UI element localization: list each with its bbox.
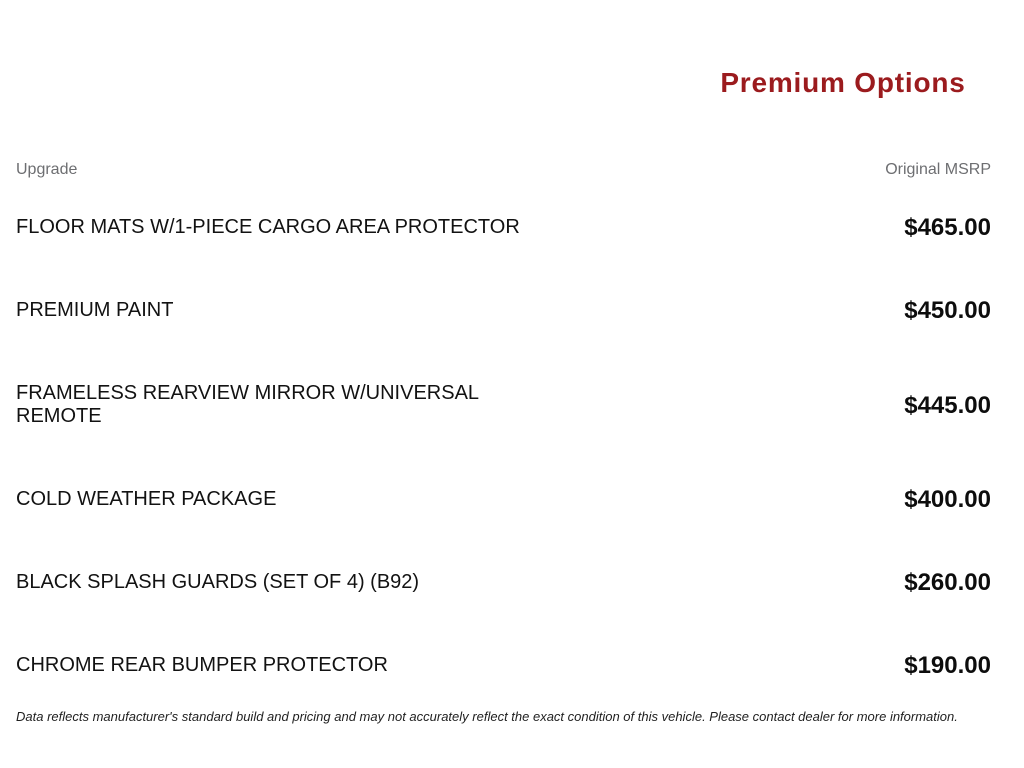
option-price: $450.00 xyxy=(904,297,991,324)
table-row: PREMIUM PAINT $450.00 xyxy=(16,269,991,352)
table-header-row: Upgrade Original MSRP xyxy=(16,161,991,179)
option-price: $445.00 xyxy=(904,391,991,419)
options-table: Upgrade Original MSRP FLOOR MATS W/1-PIE… xyxy=(16,161,991,707)
table-row: BLACK SPLASH GUARDS (SET OF 4) (B92) $26… xyxy=(16,541,991,624)
table-row: COLD WEATHER PACKAGE $400.00 xyxy=(16,458,991,541)
table-row: FRAMELESS REARVIEW MIRROR W/UNIVERSAL RE… xyxy=(16,352,991,458)
option-label: COLD WEATHER PACKAGE xyxy=(16,488,277,510)
option-label: BLACK SPLASH GUARDS (SET OF 4) (B92) xyxy=(16,571,420,593)
table-row: CHROME REAR BUMPER PROTECTOR $190.00 xyxy=(16,624,991,707)
option-price: $190.00 xyxy=(904,652,991,679)
option-price: $465.00 xyxy=(904,214,991,241)
option-price: $260.00 xyxy=(904,569,991,596)
table-row: FLOOR MATS W/1-PIECE CARGO AREA PROTECTO… xyxy=(16,186,991,269)
option-label: FLOOR MATS W/1-PIECE CARGO AREA PROTECTO… xyxy=(16,216,520,238)
column-header-original-msrp: Original MSRP xyxy=(885,161,991,178)
page-title: Premium Options xyxy=(720,66,966,98)
option-label: CHROME REAR BUMPER PROTECTOR xyxy=(16,654,388,676)
disclaimer-text: Data reflects manufacturer's standard bu… xyxy=(16,709,958,724)
option-price: $400.00 xyxy=(904,486,991,513)
option-label: PREMIUM PAINT xyxy=(16,299,174,321)
option-label: FRAMELESS REARVIEW MIRROR W/UNIVERSAL RE… xyxy=(16,382,479,427)
table-body: FLOOR MATS W/1-PIECE CARGO AREA PROTECTO… xyxy=(16,186,991,707)
column-header-upgrade: Upgrade xyxy=(16,161,78,178)
